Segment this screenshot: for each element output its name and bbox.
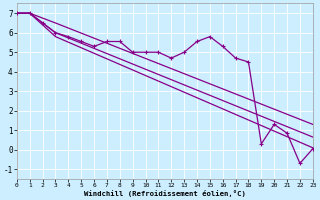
X-axis label: Windchill (Refroidissement éolien,°C): Windchill (Refroidissement éolien,°C) <box>84 190 246 197</box>
